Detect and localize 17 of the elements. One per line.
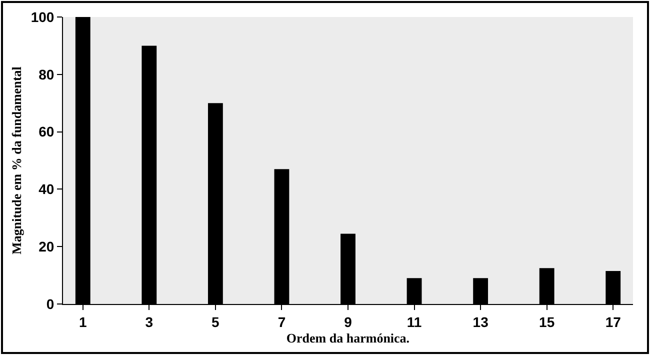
x-tick-label: 17 (605, 314, 622, 330)
x-tick-label: 15 (539, 314, 555, 330)
x-tick-label: 1 (78, 314, 87, 330)
x-tick-label: 3 (145, 314, 154, 330)
y-tick-label: 60 (38, 124, 54, 140)
y-tick-label: 100 (30, 8, 54, 25)
x-tick-label: 11 (406, 314, 422, 330)
y-tick-label: 20 (38, 238, 54, 254)
x-axis-title: Ordem da harmónica. (286, 330, 410, 346)
y-axis-title: Magnitude em % da fundamental (8, 66, 24, 254)
x-tick-label: 5 (212, 314, 220, 330)
y-tick-label: 80 (38, 66, 54, 82)
y-tick-label: 0 (46, 296, 54, 312)
x-tick-label: 9 (344, 314, 352, 330)
x-tick-label: 13 (472, 314, 489, 330)
y-tick-label: 40 (38, 181, 54, 198)
x-tick-label: 7 (278, 314, 286, 330)
